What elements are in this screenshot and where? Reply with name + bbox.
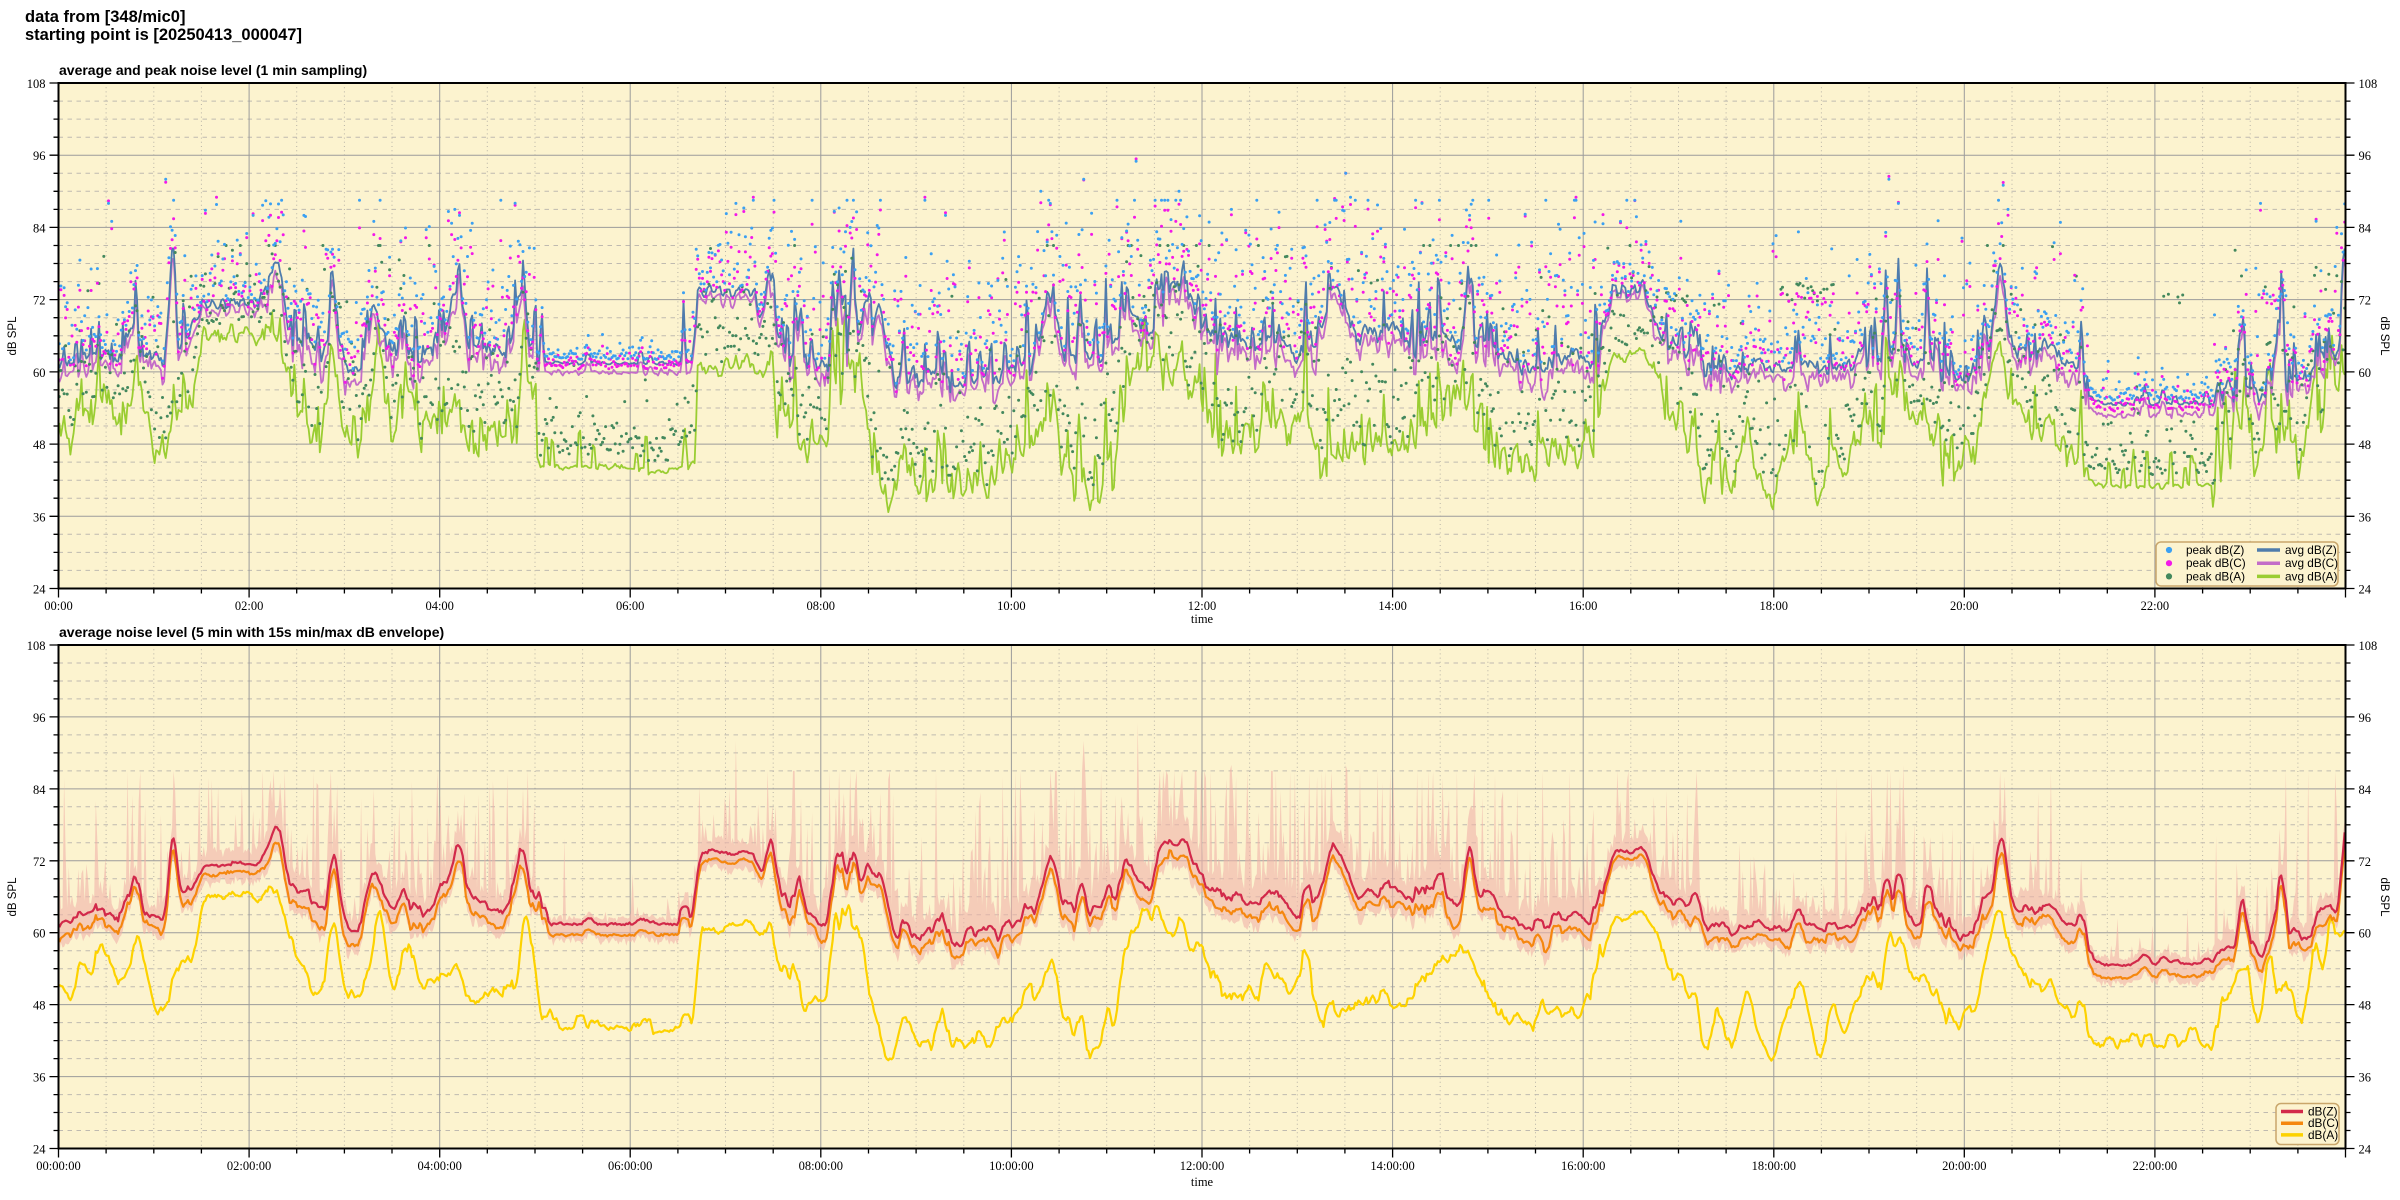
svg-text:dB SPL: dB SPL (7, 877, 19, 917)
svg-text:108: 108 (27, 639, 46, 653)
svg-text:48: 48 (33, 438, 46, 452)
svg-text:24: 24 (2359, 1143, 2372, 1157)
svg-text:time: time (1191, 612, 1214, 626)
svg-text:dB(A): dB(A) (2308, 1128, 2338, 1142)
svg-text:02:00: 02:00 (235, 599, 263, 613)
svg-text:48: 48 (33, 999, 46, 1013)
svg-text:16:00:00: 16:00:00 (1561, 1159, 1605, 1173)
svg-text:10:00: 10:00 (997, 599, 1025, 613)
svg-text:22:00: 22:00 (2141, 599, 2169, 613)
svg-text:avg dB(A): avg dB(A) (2285, 569, 2338, 583)
svg-text:60: 60 (33, 927, 46, 941)
svg-text:16:00: 16:00 (1569, 599, 1597, 613)
svg-text:data from [348/mic0]: data from [348/mic0] (25, 8, 185, 26)
svg-text:time: time (1191, 1175, 1214, 1189)
svg-text:dB SPL: dB SPL (2378, 878, 2390, 918)
svg-text:72: 72 (2359, 294, 2372, 308)
svg-text:24: 24 (2359, 583, 2372, 597)
svg-text:36: 36 (2359, 1071, 2372, 1085)
svg-text:average noise level (5 min wit: average noise level (5 min with 15s min/… (59, 624, 444, 640)
svg-text:18:00:00: 18:00:00 (1752, 1159, 1796, 1173)
svg-text:04:00:00: 04:00:00 (417, 1159, 461, 1173)
svg-text:108: 108 (2359, 639, 2378, 653)
svg-text:48: 48 (2359, 438, 2372, 452)
svg-text:96: 96 (2359, 149, 2372, 163)
svg-text:84: 84 (33, 783, 46, 797)
svg-text:84: 84 (2359, 783, 2372, 797)
svg-text:dB SPL: dB SPL (2378, 317, 2390, 357)
svg-text:00:00:00: 00:00:00 (36, 1159, 80, 1173)
svg-text:48: 48 (2359, 999, 2372, 1013)
svg-text:14:00: 14:00 (1378, 599, 1406, 613)
svg-text:96: 96 (33, 149, 46, 163)
svg-text:24: 24 (33, 583, 46, 597)
svg-text:84: 84 (33, 221, 46, 235)
svg-text:12:00:00: 12:00:00 (1180, 1159, 1224, 1173)
svg-text:avg dB(Z): avg dB(Z) (2285, 543, 2337, 557)
svg-text:06:00: 06:00 (616, 599, 644, 613)
svg-text:10:00:00: 10:00:00 (989, 1159, 1033, 1173)
svg-text:avg dB(C): avg dB(C) (2285, 556, 2338, 570)
svg-text:dB(Z): dB(Z) (2308, 1105, 2338, 1119)
svg-text:starting point is [20250413_00: starting point is [20250413_000047] (25, 26, 302, 44)
svg-text:72: 72 (2359, 855, 2372, 869)
svg-text:peak dB(A): peak dB(A) (2186, 569, 2245, 583)
svg-text:00:00: 00:00 (44, 599, 72, 613)
svg-text:peak dB(Z): peak dB(Z) (2186, 543, 2244, 557)
svg-text:24: 24 (33, 1143, 46, 1157)
svg-text:12:00: 12:00 (1188, 599, 1216, 613)
svg-text:08:00: 08:00 (807, 599, 835, 613)
svg-text:36: 36 (2359, 510, 2372, 524)
svg-text:dB SPL: dB SPL (7, 316, 19, 356)
svg-text:04:00: 04:00 (425, 599, 453, 613)
svg-text:36: 36 (33, 510, 46, 524)
svg-text:20:00: 20:00 (1950, 599, 1978, 613)
svg-text:peak dB(C): peak dB(C) (2186, 556, 2246, 570)
svg-text:72: 72 (33, 855, 46, 869)
svg-text:96: 96 (33, 711, 46, 725)
svg-text:average and peak noise level (: average and peak noise level (1 min samp… (59, 62, 367, 78)
svg-text:108: 108 (27, 77, 46, 91)
svg-text:36: 36 (33, 1071, 46, 1085)
svg-text:06:00:00: 06:00:00 (608, 1159, 652, 1173)
svg-text:84: 84 (2359, 221, 2372, 235)
svg-text:108: 108 (2359, 77, 2378, 91)
svg-text:72: 72 (33, 294, 46, 308)
svg-text:08:00:00: 08:00:00 (799, 1159, 843, 1173)
svg-text:14:00:00: 14:00:00 (1370, 1159, 1414, 1173)
svg-text:18:00: 18:00 (1760, 599, 1788, 613)
svg-text:dB(C): dB(C) (2308, 1116, 2339, 1130)
svg-text:20:00:00: 20:00:00 (1942, 1159, 1986, 1173)
svg-text:02:00:00: 02:00:00 (227, 1159, 271, 1173)
svg-text:60: 60 (2359, 927, 2372, 941)
svg-text:96: 96 (2359, 711, 2372, 725)
svg-text:22:00:00: 22:00:00 (2133, 1159, 2177, 1173)
svg-text:60: 60 (2359, 366, 2372, 380)
svg-text:60: 60 (33, 366, 46, 380)
